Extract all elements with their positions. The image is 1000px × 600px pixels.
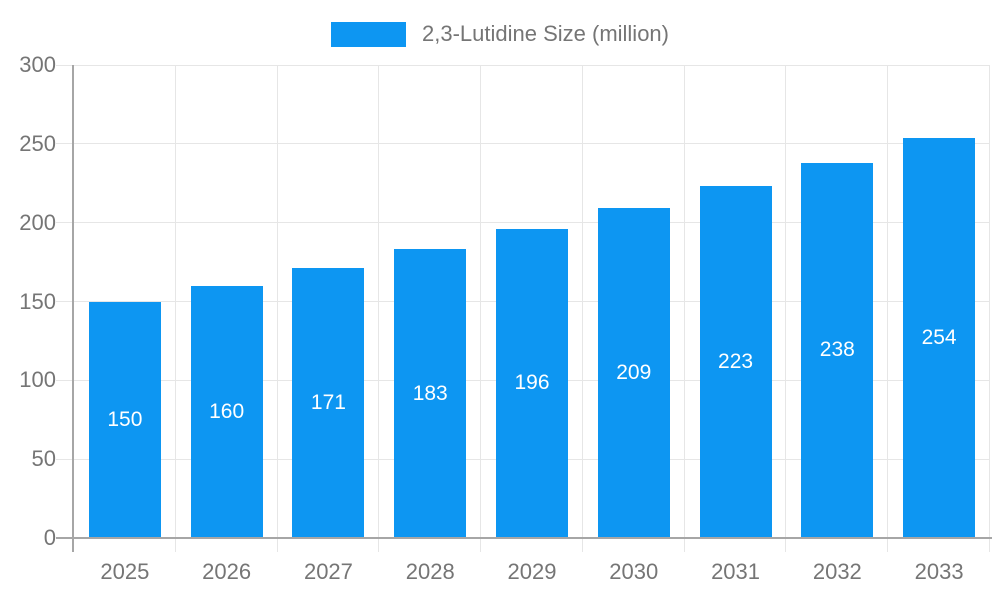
x-tick <box>480 538 482 552</box>
legend-swatch-icon <box>331 21 406 47</box>
x-axis-label: 2033 <box>914 559 964 584</box>
bar[interactable] <box>88 301 161 538</box>
x-tick <box>276 538 278 552</box>
bar-value-label: 209 <box>616 361 652 385</box>
bar[interactable] <box>903 137 976 538</box>
x-axis-label: 2032 <box>812 559 862 584</box>
legend-label: 2,3-Lutidine Size (million) <box>422 21 669 46</box>
y-tick <box>56 458 74 460</box>
bar[interactable] <box>190 285 263 538</box>
plot-area: 0 50 100 150 200 250 300 150 2025 160 2026 171 2027 1… <box>19 52 992 584</box>
bar-value-label: 196 <box>514 371 550 395</box>
x-axis-line <box>56 537 992 539</box>
y-axis-label: 50 <box>31 446 56 472</box>
x-tick <box>378 538 380 552</box>
x-tick <box>785 538 787 552</box>
x-axis-label: 2026 <box>202 559 252 584</box>
y-tick <box>56 143 74 145</box>
x-gridline <box>683 65 685 538</box>
x-gridline <box>887 65 889 538</box>
y-gridline <box>74 222 990 224</box>
y-axis-label: 100 <box>19 367 56 393</box>
x-axis-label: 2029 <box>507 559 557 584</box>
bar[interactable] <box>394 249 467 538</box>
x-tick <box>581 538 583 552</box>
y-tick <box>56 379 74 381</box>
x-axis-label: 2025 <box>100 559 150 584</box>
x-gridline <box>276 65 278 538</box>
y-gridline <box>74 143 990 145</box>
y-axis-line <box>72 65 74 552</box>
bar-value-label: 171 <box>310 391 346 415</box>
legend[interactable]: 2,3-Lutidine Size (million) <box>0 20 1000 48</box>
bar-value-label: 238 <box>819 338 855 362</box>
x-axis-label: 2031 <box>711 559 761 584</box>
x-tick <box>989 538 990 552</box>
bar[interactable] <box>597 208 670 538</box>
x-gridline <box>378 65 380 538</box>
y-axis-label: 250 <box>19 130 56 156</box>
x-axis-label: 2027 <box>303 559 353 584</box>
bar-value-label: 160 <box>209 399 245 423</box>
bar-value-label: 150 <box>107 407 143 431</box>
bar[interactable] <box>699 186 772 538</box>
y-axis-label: 300 <box>19 52 56 77</box>
bar-value-label: 254 <box>921 325 957 349</box>
bar[interactable] <box>496 228 568 538</box>
y-gridline <box>74 64 990 66</box>
bar-value-label: 223 <box>718 350 754 374</box>
y-axis-label: 200 <box>19 209 56 235</box>
bar[interactable] <box>801 162 874 538</box>
x-gridline <box>989 65 990 538</box>
x-gridline <box>785 65 787 538</box>
x-axis-label: 2028 <box>405 559 455 584</box>
y-tick <box>56 64 74 66</box>
y-axis-label: 0 <box>43 525 56 550</box>
y-tick <box>56 301 74 302</box>
x-tick <box>174 538 176 552</box>
y-tick <box>56 222 74 224</box>
x-gridline <box>581 65 583 538</box>
y-axis-label: 150 <box>19 288 56 314</box>
x-tick <box>887 538 889 552</box>
x-gridline <box>174 65 176 538</box>
x-axis-label: 2030 <box>609 559 659 584</box>
x-gridline <box>480 65 482 538</box>
bar[interactable] <box>292 268 365 538</box>
bar-value-label: 183 <box>412 381 448 405</box>
x-tick <box>683 538 685 552</box>
